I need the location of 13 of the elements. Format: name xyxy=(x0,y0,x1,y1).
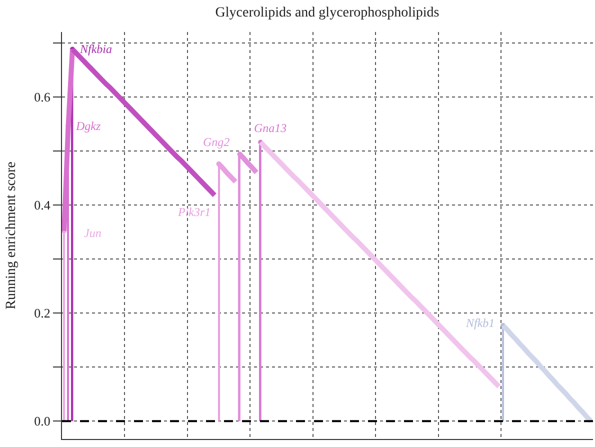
y-tick-label: 0.0 xyxy=(34,414,50,429)
annotation: Jun xyxy=(84,226,102,240)
chart-title: Glycerolipids and glycerophospholipids xyxy=(215,6,440,21)
y-tick-label: 0.2 xyxy=(34,306,50,321)
annotation: Nfkb1 xyxy=(465,316,495,330)
y-tick-label: 0.4 xyxy=(34,198,51,213)
y-tick-label: 0.6 xyxy=(34,89,51,104)
annotation: Gng2 xyxy=(203,135,230,149)
annotation: Dgkz xyxy=(75,119,101,133)
y-axis-title: Running enrichment score xyxy=(4,162,19,310)
annotation: Pik3r1 xyxy=(177,205,211,219)
annotation: Nfkbia xyxy=(79,42,112,56)
annotation: Gna13 xyxy=(254,121,287,135)
